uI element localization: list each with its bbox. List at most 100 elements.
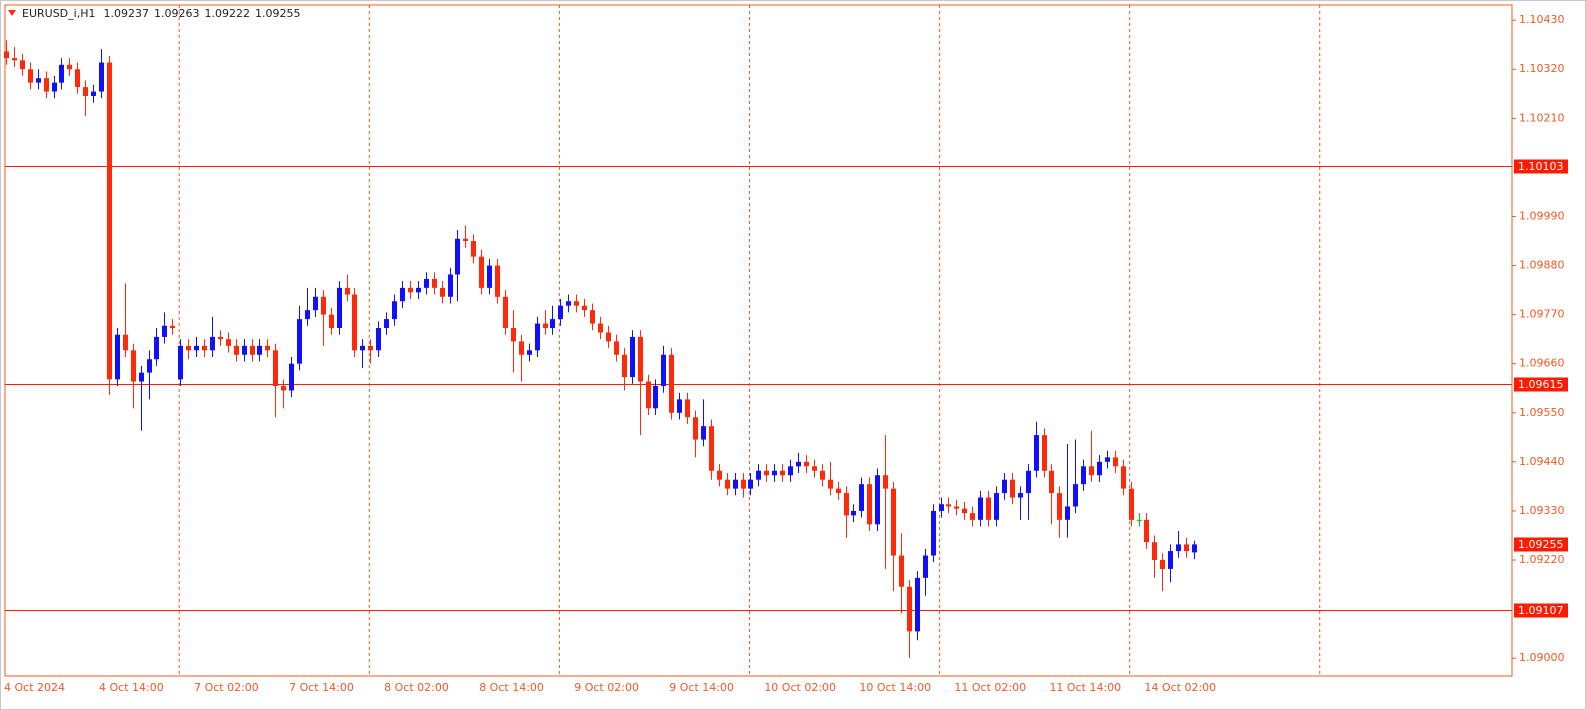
candle-body [281,386,286,391]
x-tick-label: 9 Oct 02:00 [574,681,639,694]
candle-body [471,241,476,257]
price-label: 1.09255 [1518,538,1564,551]
candle-body [994,493,999,520]
candle-body [970,513,975,520]
level-tag [1514,603,1568,618]
candle-body [131,350,136,382]
candle-body [772,470,777,476]
x-tick-label: 4 Oct 14:00 [99,681,164,694]
candle-body [154,336,159,360]
x-tick-label: 8 Oct 14:00 [479,681,544,694]
level-label: 1.09107 [1518,604,1564,617]
candle-body [360,345,365,351]
candle-body [677,399,682,413]
candle-body [440,287,445,297]
candle-body [1184,544,1189,552]
candle-body [20,60,25,70]
candle-body [1129,488,1134,520]
candle-body [590,310,595,324]
candle-body [939,504,944,511]
candle-body [1160,560,1165,569]
candle-body [598,323,603,333]
candle-body [606,332,611,342]
high-price: 1.09263 [154,7,200,20]
x-tick-label: 11 Oct 02:00 [954,681,1026,694]
candle-body [1121,466,1126,489]
candle-body [820,470,825,480]
candle-body [614,341,619,355]
candle-body [1097,461,1102,476]
candle-body [1010,479,1015,498]
candle-body [162,325,167,337]
candle-body [582,305,587,311]
candle-body [1113,457,1118,467]
candle-body [75,69,80,88]
candle-body [891,488,896,556]
y-tick-label: 1.09880 [1519,259,1565,272]
candle-body [202,345,207,351]
level-label: 1.09615 [1518,378,1564,391]
candle-body [519,341,524,355]
candle-body [812,466,817,471]
candle-body [1152,542,1157,561]
candle-body [329,314,334,329]
candle-body [915,577,920,632]
candle-body [59,64,64,83]
candle-body [780,470,785,476]
y-tick-label: 1.09440 [1519,455,1565,468]
candle-body [376,328,381,351]
candle-body [44,78,49,92]
candle-body [1137,519,1142,521]
candle-body [1057,493,1062,520]
candle-body [234,345,239,355]
candle-body [4,51,9,59]
candle-body [931,510,936,556]
candle-body [527,350,532,355]
candle-body [986,497,991,520]
candle-body [91,91,96,97]
candle-body [1105,457,1110,462]
candle-body [503,296,508,329]
candle-body [432,278,437,288]
candle-body [836,488,841,494]
candle-body [978,497,983,520]
collapse-arrow[interactable] [8,10,16,16]
candle-body [257,345,262,355]
x-tick-label: 7 Oct 14:00 [289,681,354,694]
candle-body [558,305,563,320]
candle-body [550,319,555,329]
candle-body [1026,470,1031,494]
candle-body [907,586,912,632]
candle-body [851,510,856,516]
candle-body [495,265,500,297]
candle-body [1002,479,1007,494]
candle-body [1018,493,1023,498]
y-tick-label: 1.09000 [1519,651,1565,664]
candle-body [883,475,888,489]
candle-body [1065,506,1070,520]
candle-body [669,354,674,413]
x-tick-label: 10 Oct 14:00 [859,681,931,694]
candle-body [416,287,421,293]
close-price: 1.09255 [255,7,301,20]
candle-body [566,301,571,306]
candle-body [923,555,928,578]
price-tag [1514,537,1568,552]
candle-body [693,417,698,440]
candle-body [273,350,278,387]
candle-body [313,296,318,311]
candle-body [1081,466,1086,485]
y-tick-label: 1.09990 [1519,209,1565,222]
y-tick-label: 1.09660 [1519,357,1565,370]
x-tick-label: 8 Oct 02:00 [384,681,449,694]
candle-body [1176,544,1181,552]
x-tick-label: 4 Oct 2024 [4,681,65,694]
header: EURUSD_i,H1 1.09237 1.09263 1.09222 1.09255 [22,7,300,20]
candle-body [638,336,643,382]
x-tick-label: 7 Oct 02:00 [194,681,259,694]
candle-body [455,238,460,275]
low-price: 1.09222 [204,7,250,20]
candle-body [875,475,880,525]
candle-body [1034,435,1039,471]
